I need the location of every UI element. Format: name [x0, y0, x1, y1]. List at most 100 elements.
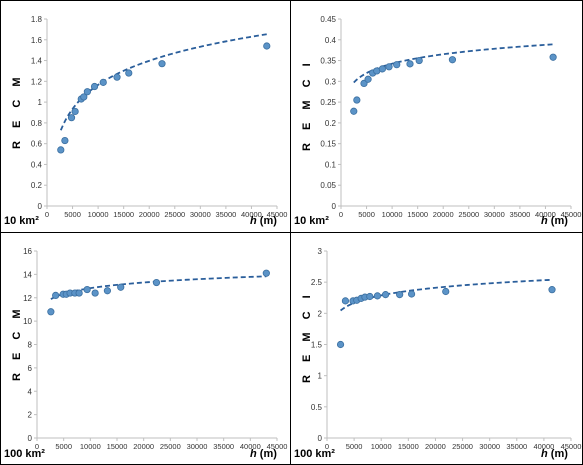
x-tick-label: 5000 — [64, 210, 81, 219]
data-point — [378, 65, 387, 73]
x-tick-label: 35000 — [509, 210, 530, 219]
x-tick-label: 45000 — [561, 442, 582, 451]
data-point — [350, 107, 358, 115]
y-tick-label: 1.2 — [31, 77, 43, 86]
area-label: 10 km² — [294, 215, 329, 227]
chart-plot: 0 0.05 0.1 0.15 0.2 0.25 0.3 0.35 0.4 0.45 0 5000 10… — [320, 15, 581, 219]
chart-plot: 0 0.2 0.4 0.6 0.8 1 1.2 1.4 1.6 1.8 0 5000 10000 1500… — [31, 15, 288, 219]
x-tick-label: 30000 — [484, 210, 505, 219]
x-tick-label: 20000 — [433, 210, 454, 219]
x-tick-label: 15000 — [107, 442, 128, 451]
x-tick-label: 30000 — [190, 210, 211, 219]
y-tick-label: 0.25 — [320, 98, 336, 107]
x-tick-label: 0 — [339, 210, 343, 219]
y-tick-label: 14 — [23, 270, 32, 279]
area-label: 10 km² — [4, 215, 39, 227]
x-axis-label: h (m) — [541, 448, 568, 460]
area-label: 100 km² — [294, 448, 335, 460]
x-tick-label: 40000 — [241, 210, 262, 219]
chart-panel-remci-100km2: 0 0.5 1 1.5 2 2.5 3 0 5000 10000 15000 20000 25000 30… — [290, 232, 583, 465]
x-tick-label: 25000 — [160, 442, 181, 451]
y-tick-label: 0 — [28, 434, 33, 443]
x-tick-label: 40000 — [535, 210, 556, 219]
y-tick-label: 0.3 — [325, 77, 337, 86]
x-axis-label: h (m) — [541, 215, 568, 227]
data-point — [364, 75, 372, 83]
x-tick-label: 25000 — [452, 442, 473, 451]
y-tick-label: 2 — [318, 309, 323, 318]
y-tick-label: 4 — [28, 387, 33, 396]
trend-line — [59, 33, 267, 131]
x-tick-label: 15000 — [407, 210, 428, 219]
y-tick-label: 0.2 — [31, 181, 43, 190]
y-tick-label: 0.45 — [320, 15, 336, 24]
y-axis-label: R E C M — [11, 304, 23, 381]
chart-panel-remci-10km2: 0 0.05 0.1 0.15 0.2 0.25 0.3 0.35 0.4 0.45 0 5000 10… — [290, 0, 583, 233]
y-tick-label: 2.5 — [311, 278, 323, 287]
data-point — [406, 60, 414, 68]
y-tick-label: 1 — [318, 372, 323, 381]
y-tick-label: 0 — [332, 202, 337, 211]
y-tick-label: 0.5 — [311, 403, 323, 412]
x-tick-label: 5000 — [358, 210, 375, 219]
data-point — [262, 269, 270, 277]
y-tick-label: 0 — [38, 202, 43, 211]
y-tick-label: 12 — [23, 294, 32, 303]
chart-plot: 0 2 4 6 8 10 12 14 16 0 5000 10000 15000 20000 25000 30… — [23, 247, 287, 451]
y-tick-label: 0.8 — [31, 119, 43, 128]
y-tick-label: 0.15 — [320, 140, 336, 149]
y-tick-label: 0.4 — [31, 160, 43, 169]
data-point — [117, 283, 125, 291]
data-point — [52, 291, 60, 300]
chart-plot: 0 0.5 1 1.5 2 2.5 3 0 5000 10000 15000 20000 25000 30… — [311, 247, 582, 451]
data-point — [71, 107, 79, 116]
data-point — [158, 60, 166, 68]
chart-panel-recm-10km2: 0 0.2 0.4 0.6 0.8 1 1.2 1.4 1.6 1.8 0 5000 10000 1500… — [0, 0, 291, 233]
x-tick-label: 10000 — [88, 210, 109, 219]
y-tick-label: 1 — [38, 98, 43, 107]
x-axis-label: h (m) — [250, 215, 277, 227]
data-point — [61, 136, 69, 145]
data-point — [548, 286, 556, 294]
data-point — [407, 290, 416, 298]
data-point — [381, 291, 390, 299]
x-tick-label: 10000 — [80, 442, 101, 451]
data-point — [448, 56, 457, 64]
x-tick-label: 30000 — [479, 442, 500, 451]
y-axis-label: R E M C I — [301, 58, 313, 151]
y-axis-label: R E M C I — [301, 290, 313, 383]
x-tick-label: 20000 — [425, 442, 446, 451]
x-tick-label: 0 — [325, 442, 329, 451]
data-point — [393, 61, 401, 69]
y-tick-label: 1.4 — [31, 57, 43, 66]
data-point — [373, 292, 382, 300]
x-tick-label: 25000 — [458, 210, 479, 219]
y-tick-label: 0.4 — [325, 36, 337, 45]
x-tick-label: 20000 — [133, 442, 154, 451]
data-point — [47, 308, 55, 316]
data-point — [336, 340, 345, 349]
data-point — [396, 291, 404, 299]
area-label: 100 km² — [4, 448, 45, 460]
x-tick-label: 0 — [35, 442, 39, 451]
trend-line — [340, 278, 553, 312]
x-tick-label: 40000 — [240, 442, 261, 451]
y-tick-label: 0.35 — [320, 57, 336, 66]
x-tick-label: 20000 — [139, 210, 160, 219]
y-tick-label: 16 — [23, 247, 32, 256]
data-point — [549, 53, 557, 61]
data-point — [80, 93, 88, 101]
x-tick-label: 35000 — [506, 442, 527, 451]
x-tick-label: 45000 — [267, 210, 288, 219]
y-axis-label: R E C M — [11, 72, 23, 149]
x-tick-label: 25000 — [164, 210, 185, 219]
data-point — [83, 88, 91, 96]
y-tick-label: 0.6 — [31, 140, 43, 149]
data-point — [385, 63, 393, 71]
data-point — [67, 114, 76, 122]
data-point — [152, 278, 161, 287]
data-point — [415, 56, 423, 65]
x-tick-label: 5000 — [55, 442, 72, 451]
y-tick-label: 1.8 — [31, 15, 43, 24]
data-point — [75, 289, 83, 297]
